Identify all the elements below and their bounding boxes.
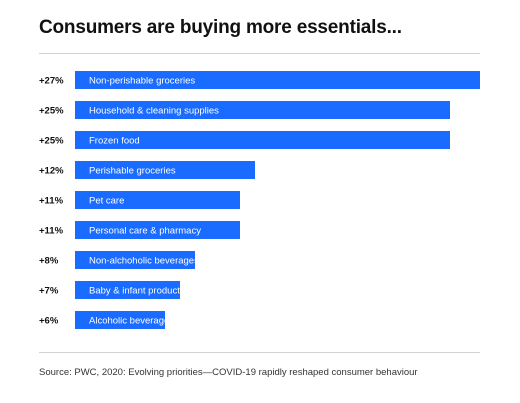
value-label: +8% [39, 256, 59, 267]
value-label: +25% [39, 106, 64, 117]
top-divider [39, 53, 480, 54]
bar [75, 251, 195, 269]
category-label: Perishable groceries [89, 166, 176, 177]
category-label: Pet care [89, 196, 124, 207]
value-label: +25% [39, 136, 64, 147]
bar [75, 191, 240, 209]
category-label: Frozen food [89, 136, 140, 147]
category-label: Baby & infant products [89, 286, 185, 297]
value-label: +11% [39, 226, 64, 237]
source-note: Source: PWC, 2020: Evolving priorities—C… [39, 367, 418, 378]
category-label: Non-perishable groceries [89, 76, 195, 87]
category-label: Non-alchoholic beverages [89, 256, 199, 267]
value-label: +12% [39, 166, 64, 177]
category-label: Alcoholic beverages & tobacco [89, 316, 219, 327]
bar [75, 161, 255, 179]
bar [75, 131, 450, 149]
chart-title: Consumers are buying more essentials... [39, 17, 402, 38]
bar [75, 101, 450, 119]
bar [75, 221, 240, 239]
category-label: Personal care & pharmacy [89, 226, 201, 237]
value-label: +7% [39, 286, 59, 297]
value-label: +11% [39, 196, 64, 207]
value-label: +6% [39, 316, 59, 327]
bar [75, 311, 165, 329]
value-label: +27% [39, 76, 64, 87]
bottom-divider [39, 352, 480, 353]
category-label: Household & cleaning supplies [89, 106, 219, 117]
bar [75, 71, 480, 89]
bar [75, 281, 180, 299]
